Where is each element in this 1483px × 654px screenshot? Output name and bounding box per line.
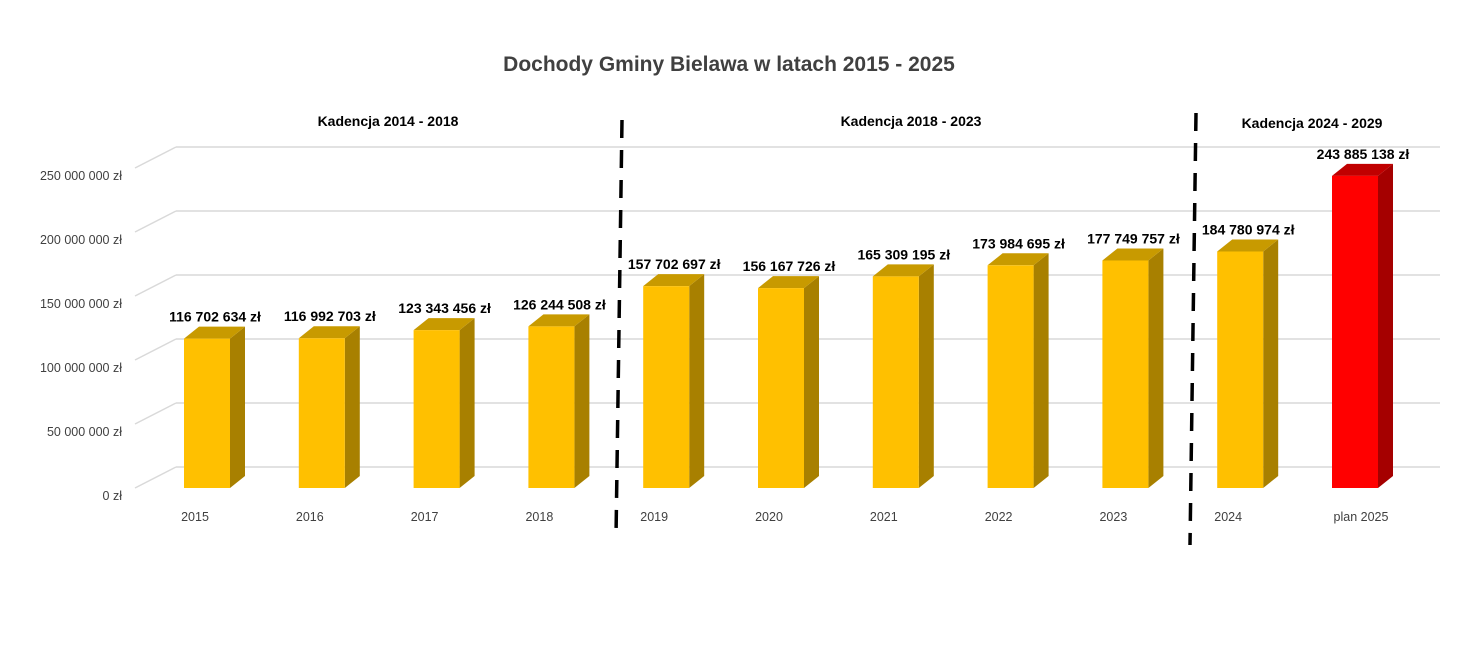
bar-2022: 173 984 695 zł	[972, 235, 1065, 488]
data-label: 116 992 703 zł	[284, 308, 376, 324]
data-label: 123 343 456 zł	[398, 300, 491, 316]
bar-top	[643, 274, 705, 287]
data-label: 177 749 757 zł	[1087, 230, 1180, 246]
term-label-1: Kadencja 2014 - 2018	[318, 113, 459, 129]
term-label-2: Kadencja 2018 - 2023	[841, 113, 982, 129]
data-label: 156 167 726 zł	[743, 258, 836, 274]
bar-front	[413, 330, 460, 488]
bar-2016: 116 992 703 zł	[284, 308, 376, 488]
bar-2021: 165 309 195 zł	[857, 246, 950, 488]
x-axis: 2015 2016 2017 2018 2019 2020 2021 2022 2023 2024…	[181, 510, 1388, 524]
gridline-depth	[134, 146, 177, 169]
bar-top	[1332, 163, 1393, 176]
bar-top	[184, 326, 245, 339]
bar-2024: 184 780 974 zł	[1202, 221, 1295, 488]
bar-top	[872, 264, 934, 277]
x-tick-label: 2017	[411, 510, 439, 524]
bar-2018: 126 244 508 zł	[513, 296, 606, 488]
bar-top	[1102, 248, 1164, 261]
bar-side	[804, 276, 819, 488]
x-tick-label: 2022	[985, 510, 1013, 524]
bar-top	[528, 314, 590, 327]
data-label: 126 244 508 zł	[513, 296, 606, 312]
x-tick-label: 2016	[296, 510, 324, 524]
x-tick-label: 2021	[870, 510, 898, 524]
bar-front	[758, 288, 804, 488]
bar-top	[1217, 239, 1279, 252]
bar-side	[689, 274, 705, 488]
bar-side	[1263, 239, 1279, 488]
bar-top	[987, 253, 1049, 266]
y-tick-label: 200 000 000 zł	[40, 233, 122, 247]
y-tick-label: 100 000 000 zł	[40, 361, 122, 375]
x-tick-label: 2023	[1099, 510, 1127, 524]
data-label: 243 885 138 zł	[1317, 146, 1410, 162]
bars: 116 702 634 zł 116 992 703 zł 123 343 456 …	[169, 146, 1409, 488]
y-tick-label: 150 000 000 zł	[40, 297, 122, 311]
x-tick-label: 2024	[1214, 510, 1242, 524]
bar-front	[298, 338, 345, 488]
x-tick-label: 2015	[181, 510, 209, 524]
x-tick-label: plan 2025	[1334, 510, 1389, 524]
term-label-3: Kadencja 2024 - 2029	[1242, 115, 1383, 131]
bar-front	[184, 338, 230, 488]
bar-front	[528, 326, 575, 488]
data-label: 157 702 697 zł	[628, 256, 721, 272]
bar-2017: 123 343 456 zł	[398, 300, 491, 488]
bar-side	[1033, 253, 1049, 488]
bar-side	[918, 264, 934, 488]
data-label: 184 780 974 zł	[1202, 221, 1295, 237]
bar-2023: 177 749 757 zł	[1087, 230, 1180, 488]
term-divider-1	[614, 119, 624, 538]
gridline-depth	[134, 466, 177, 489]
bar-front	[1102, 260, 1149, 488]
bar-2019: 157 702 697 zł	[628, 256, 721, 488]
gridline-depth	[134, 210, 177, 233]
bar-side	[344, 326, 360, 488]
term-divider-2	[1188, 112, 1198, 546]
x-tick-label: 2019	[640, 510, 668, 524]
gridline-depth	[134, 274, 177, 297]
bar-side	[574, 314, 590, 488]
bar-top	[758, 276, 819, 289]
bar-top	[298, 326, 360, 339]
bar-front	[1332, 175, 1378, 488]
data-label: 116 702 634 zł	[169, 309, 261, 325]
gridline-depth	[134, 338, 177, 361]
bar-front	[987, 265, 1034, 488]
bar-2015: 116 702 634 zł	[169, 309, 261, 488]
bar-2020: 156 167 726 zł	[743, 258, 836, 488]
bar-side	[230, 326, 245, 488]
y-tick-label: 250 000 000 zł	[40, 169, 122, 183]
bar-plan-2025: 243 885 138 zł	[1317, 146, 1410, 488]
bar-side	[459, 318, 475, 488]
bar-front	[1217, 251, 1264, 488]
x-tick-label: 2020	[755, 510, 783, 524]
y-tick-label: 50 000 000 zł	[47, 425, 122, 439]
chart-title: Dochody Gminy Bielawa w latach 2015 - 20…	[503, 53, 955, 76]
data-label: 165 309 195 zł	[857, 246, 950, 262]
gridline-depth	[134, 402, 177, 425]
term-dividers	[614, 112, 1198, 546]
data-label: 173 984 695 zł	[972, 235, 1065, 251]
y-tick-label: 0 zł	[103, 489, 123, 503]
bar-front	[872, 276, 919, 488]
bar-side	[1378, 163, 1393, 488]
bar-top	[413, 318, 475, 331]
x-tick-label: 2018	[525, 510, 553, 524]
y-axis: 0 zł 50 000 000 zł 100 000 000 zł 150 000 0…	[40, 169, 122, 503]
bar-side	[1148, 248, 1164, 488]
bar-front	[643, 286, 690, 488]
